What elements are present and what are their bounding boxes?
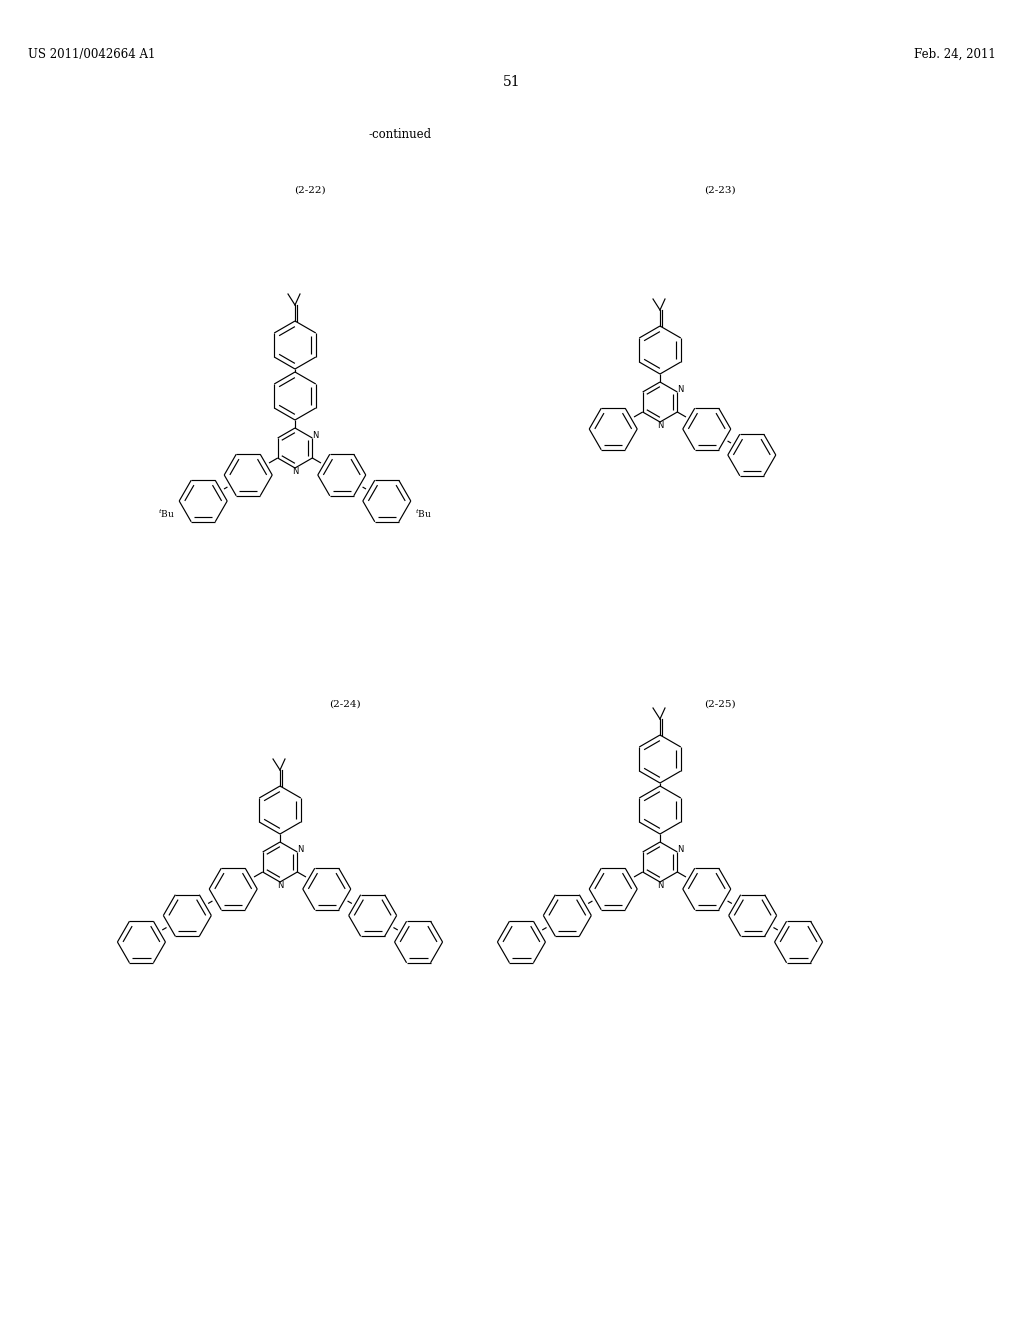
Text: N: N	[276, 882, 284, 891]
Text: N: N	[678, 846, 684, 854]
Text: 51: 51	[503, 75, 521, 88]
Text: -continued: -continued	[369, 128, 431, 141]
Text: (2-22): (2-22)	[294, 186, 326, 195]
Text: (2-23): (2-23)	[705, 186, 736, 195]
Text: Feb. 24, 2011: Feb. 24, 2011	[914, 48, 996, 61]
Text: $^t$Bu: $^t$Bu	[159, 508, 175, 520]
Text: N: N	[656, 421, 664, 430]
Text: N: N	[292, 467, 298, 477]
Text: N: N	[298, 846, 304, 854]
Text: $^t$Bu: $^t$Bu	[415, 508, 432, 520]
Text: N: N	[312, 432, 318, 441]
Text: (2-25): (2-25)	[705, 700, 736, 709]
Text: US 2011/0042664 A1: US 2011/0042664 A1	[28, 48, 156, 61]
Text: (2-24): (2-24)	[329, 700, 360, 709]
Text: N: N	[656, 882, 664, 891]
Text: N: N	[678, 385, 684, 395]
